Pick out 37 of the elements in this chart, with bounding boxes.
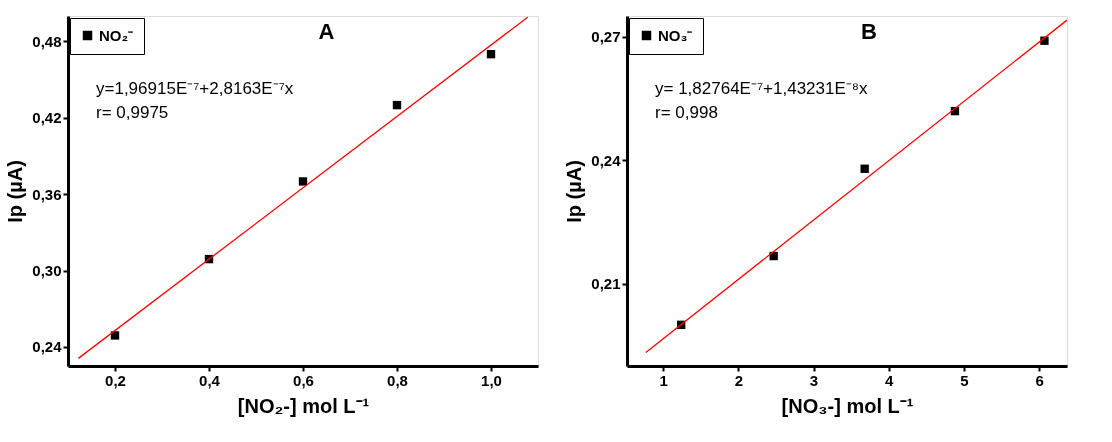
y-axis-title: Ip (µA): [563, 160, 586, 223]
point: [392, 100, 402, 110]
annotation: y= 1,82764E⁻⁷+1,43231E⁻⁸x: [655, 79, 868, 98]
x-axis-title: [NO₂-] mol L⁻¹: [237, 394, 370, 417]
y-tick-label: 0,27: [591, 28, 621, 46]
y-tick-label: 0,21: [591, 275, 621, 293]
x-tick-label: 3: [809, 371, 819, 389]
chart-title: B: [861, 19, 877, 44]
y-tick-label: 0,42: [32, 109, 62, 127]
x-tick-label: 2: [734, 371, 743, 389]
y-tick-label: 0,24: [591, 151, 622, 169]
annotation: r= 0,9975: [96, 103, 169, 122]
point: [110, 331, 120, 340]
point: [298, 177, 308, 186]
annotation: r= 0,998: [655, 103, 718, 122]
legend-label: NO₃⁻: [658, 26, 693, 44]
x-tick-label: 1: [659, 371, 668, 389]
y-tick-label: 0,36: [32, 185, 62, 203]
chart-title: A: [318, 19, 335, 44]
x-tick-label: 4: [885, 371, 895, 389]
x-tick-label: 1,0: [481, 371, 502, 389]
x-tick-label: 0,2: [105, 371, 126, 389]
y-tick-label: 0,24: [32, 338, 63, 356]
x-tick-label: 5: [960, 371, 969, 389]
legend-label: NO₂⁻: [99, 26, 134, 44]
point: [860, 164, 869, 173]
y-axis-title: Ip (µA): [4, 160, 27, 223]
point: [486, 50, 496, 59]
x-tick-label: 0,4: [199, 371, 221, 389]
x-tick-label: 0,8: [387, 371, 408, 389]
y-tick-label: 0,48: [32, 32, 62, 50]
point: [769, 251, 778, 261]
x-axis-title: [NO₃-] mol L⁻¹: [781, 394, 914, 417]
x-tick-label: 0,6: [293, 371, 314, 389]
annotation: y=1,96915E⁻⁷+2,8163E⁻⁷x: [96, 79, 294, 98]
y-tick-label: 0,30: [32, 262, 62, 280]
x-tick-label: 6: [1035, 371, 1044, 389]
